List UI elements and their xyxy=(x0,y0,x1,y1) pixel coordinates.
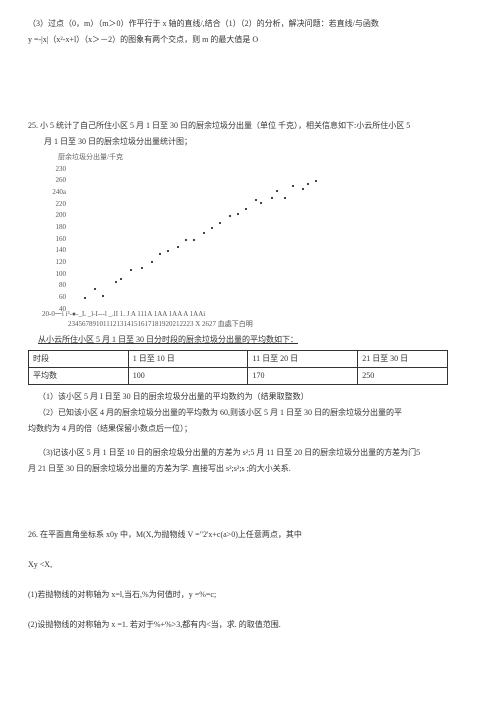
q26-p2: (2)设抛物线的对称轴为 x =1. 若对于%+%>3,都有内<当，求. 的取值… xyxy=(28,619,472,631)
y-axis-label: 260 xyxy=(56,175,67,186)
q25-p2b: 均数约为 4 月的倍（结果保留小数点后一位）； xyxy=(28,423,472,435)
spacer xyxy=(28,479,472,509)
scatter-point xyxy=(307,183,309,185)
q25-p3b: 月 21 日至 30 日的厨余垃圾分出量的方差为学. 直接写出 s²;s²;s … xyxy=(28,463,472,475)
q25-stem-line1: 25. 小 5 统计了自己所住小区 5 月 1 日至 30 日的厨余垃圾分出量（… xyxy=(28,120,472,132)
y-axis-label: 200 xyxy=(56,210,67,221)
cell-avg-2: 170 xyxy=(248,367,358,384)
scatter-point xyxy=(94,288,96,290)
scatter-point xyxy=(151,261,153,263)
scatter-point xyxy=(102,295,104,297)
spacer xyxy=(28,439,472,447)
scatter-point xyxy=(141,267,143,269)
y-axis-label: 160 xyxy=(56,233,67,244)
x-axis-baseline: 20-0一i i³-●-_L _l-I---l _.lI 1. J A 111A… xyxy=(42,309,472,320)
scatter-point xyxy=(203,232,205,234)
spacer xyxy=(28,50,472,120)
scatter-point xyxy=(237,213,239,215)
avg-table: 时段 1 日至 10 日 11 日至 20 日 21 日至 30 日 平均数 1… xyxy=(28,350,448,385)
q24-part3-line1: （3）过点（0，m）（m＞0）作平行于 x 轴的直线/,结合（1）（2）的分析，… xyxy=(28,18,472,30)
scatter-point xyxy=(219,222,221,224)
y-axis-label: 100 xyxy=(56,268,67,279)
scatter-point xyxy=(260,202,262,204)
cell-period-label: 时段 xyxy=(29,350,129,367)
cell-avg-3: 250 xyxy=(358,367,448,384)
cell-period-2: 11 日至 20 日 xyxy=(248,350,358,367)
scatter-chart: 230260240a220200180160140120100806040 xyxy=(48,169,328,309)
q25-p3a: （3)记该小区 5 月 1 日至 10 日的厨余垃圾分出量的方差为 s²;5 月… xyxy=(38,447,472,459)
scatter-point xyxy=(84,297,86,299)
scatter-point xyxy=(292,185,294,187)
table-row: 时段 1 日至 10 日 11 日至 20 日 21 日至 30 日 xyxy=(29,350,448,367)
q26-stem: 26. 在平面直角坐标系 x0y 中，M(X,为抛物线 V ="2'x+c(a>… xyxy=(28,529,472,541)
y-axis-label: 220 xyxy=(56,198,67,209)
table-row: 平均数 100 170 250 xyxy=(29,367,448,384)
scatter-point xyxy=(245,208,247,210)
scatter-point xyxy=(271,197,273,199)
cell-avg-label: 平均数 xyxy=(29,367,129,384)
spacer xyxy=(28,545,472,559)
q26-cond: Xy <X, xyxy=(28,559,472,571)
y-axis-label: 60 xyxy=(59,292,66,303)
cell-avg-1: 100 xyxy=(128,367,248,384)
cell-period-1: 1 日至 10 日 xyxy=(128,350,248,367)
scatter-point xyxy=(159,253,161,255)
q26-p1: (1)若抛物线的对称轴为 x=l,当石,%为何值时，y =%=c; xyxy=(28,589,472,601)
q24-part3-line2: y =-|x|（x²-x+l）（x＞－2）的图象有两个交点，则 m 的最大值是 … xyxy=(28,34,472,46)
scatter-point xyxy=(255,199,257,201)
scatter-point xyxy=(130,269,132,271)
cell-period-3: 21 日至 30 日 xyxy=(358,350,448,367)
y-axis-label: 40 xyxy=(59,303,66,314)
y-axis-label: 140 xyxy=(56,245,67,256)
scatter-point xyxy=(177,246,179,248)
scatter-point xyxy=(167,250,169,252)
y-axis-label: 120 xyxy=(56,257,67,268)
scatter-point xyxy=(185,239,187,241)
y-axis-label: 80 xyxy=(59,280,66,291)
y-axis-label: 180 xyxy=(56,222,67,233)
scatter-point xyxy=(229,215,231,217)
scatter-point xyxy=(211,227,213,229)
scatter-point xyxy=(120,278,122,280)
scatter-point xyxy=(302,188,304,190)
scatter-point xyxy=(284,197,286,199)
q25-p2a: （2）已知该小区 4 月的厨余垃圾分出量的平均数为 60,则该小区 5 月 1 … xyxy=(38,407,472,419)
table-intro: 从小云所住小区 5 月 1 日至 30 日分时段的厨余垃圾分出量的平均数如下： xyxy=(38,334,472,346)
scatter-point xyxy=(315,180,317,182)
q25-stem-line2: 月 1 日至 30 日的厨余垃圾分出量统计图； xyxy=(44,136,472,148)
y-axis-label: 230 xyxy=(56,163,67,174)
q25-p1: （1）该小区 5 月 I 日至 30 日的厨余垃圾分出量的平均数约为（结果取整数… xyxy=(38,391,472,403)
chart-caption: 厨余垃圾分出量/千克 xyxy=(58,152,472,163)
spacer xyxy=(28,575,472,589)
scatter-point xyxy=(193,239,195,241)
spacer xyxy=(28,605,472,619)
scatter-point xyxy=(115,281,117,283)
y-axis-label: 240a xyxy=(52,187,66,198)
scatter-point xyxy=(276,190,278,192)
x-axis-ticks: 234567891011121314151617181920212223 X 2… xyxy=(68,319,472,330)
